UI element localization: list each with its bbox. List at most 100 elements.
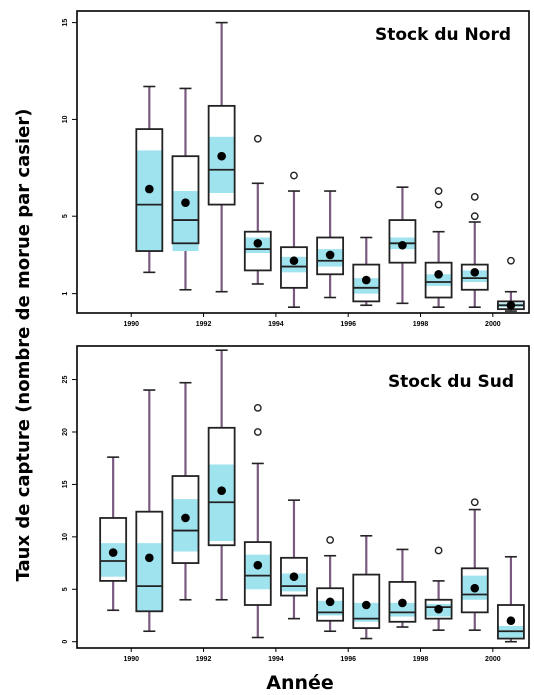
box-1989.5 [99, 456, 128, 612]
mean-dot [506, 300, 516, 310]
box-outline [497, 604, 525, 640]
mean-dot [398, 240, 407, 250]
box-1996.5 [352, 534, 381, 640]
box-outline [388, 581, 417, 623]
outlier-point [253, 134, 262, 143]
y-tick-label: 15 [62, 480, 69, 488]
box-1993.5 [243, 134, 272, 285]
mean-dot [434, 604, 443, 614]
box-1990.5 [135, 85, 164, 274]
box-1990.5 [135, 389, 164, 633]
x-tick-label: 1990 [123, 656, 139, 663]
plot-frame [76, 10, 530, 314]
box-outline [171, 155, 200, 245]
box-2000.5 [497, 256, 525, 312]
panel-title: Stock du Nord [375, 25, 511, 45]
box-outline [207, 426, 236, 547]
box-outline [135, 128, 164, 252]
y-tick-label: 10 [62, 533, 69, 541]
mean-dot [361, 275, 371, 285]
box-1994.5 [280, 171, 308, 308]
confidence-band [208, 136, 235, 193]
box-1991.5 [171, 381, 200, 601]
y-tick-label: 20 [62, 428, 69, 436]
outlier-point [470, 192, 479, 201]
outlier-point [434, 546, 443, 555]
box-1999.5 [460, 192, 489, 308]
x-tick-label: 1992 [196, 321, 212, 328]
x-tick-label: 1998 [413, 656, 429, 663]
box-1991.5 [171, 87, 200, 291]
confidence-band [353, 602, 380, 622]
box-1995.5 [316, 190, 345, 299]
box-outline [280, 246, 308, 289]
x-tick-label: 2000 [485, 656, 501, 663]
mean-dot [181, 513, 190, 523]
outlier-point [253, 428, 262, 436]
confidence-band [100, 543, 127, 577]
box-outline [243, 230, 272, 272]
box-1993.5 [243, 403, 272, 639]
box-1992.5 [207, 349, 236, 601]
box-outline [316, 587, 345, 622]
mean-dot [108, 548, 118, 557]
panel-title: Stock du Sud [388, 372, 514, 392]
mean-dot [325, 250, 335, 260]
panel-stock-sud: Stock du Sud 0 5 10 15 20 25 1990 1992 1994 1996 1… [62, 345, 530, 663]
mean-dot [398, 598, 407, 608]
y-tick-label: 5 [62, 214, 69, 218]
box-1997.5 [388, 548, 417, 628]
box-1997.5 [388, 186, 417, 305]
box-1998.5 [424, 187, 453, 308]
mean-dot [506, 616, 516, 626]
box-1996.5 [352, 236, 381, 307]
outlier-point [470, 212, 479, 221]
mean-dot [181, 198, 190, 207]
outlier-point [326, 536, 335, 544]
box-outline [171, 475, 200, 564]
x-axis-label: Année [266, 672, 334, 694]
y-tick-label: 25 [62, 376, 69, 384]
box-outline [280, 556, 308, 597]
mean-dot [325, 597, 335, 607]
confidence-band [244, 554, 271, 590]
mean-dot [470, 583, 480, 593]
mean-dot [217, 486, 226, 496]
mean-dot [470, 268, 480, 277]
x-tick-label: 1998 [413, 321, 429, 328]
box-outline [460, 567, 489, 614]
confidence-band [136, 543, 163, 612]
x-tick-label: 1994 [268, 656, 284, 663]
x-tick-label: 1996 [340, 656, 356, 663]
box-1995.5 [316, 536, 345, 633]
outlier-point [253, 403, 262, 412]
outlier-point [434, 187, 443, 195]
confidence-band [172, 499, 199, 552]
mean-dot [145, 553, 154, 563]
y-tick-label: 10 [62, 115, 69, 123]
y-tick-label: 5 [62, 587, 69, 591]
outlier-point [507, 256, 515, 265]
box-outline [460, 263, 489, 291]
mean-dot [253, 239, 263, 248]
box-outline [207, 104, 236, 206]
x-tick-label: 1994 [268, 321, 284, 328]
box-1999.5 [460, 498, 489, 631]
mean-dot [434, 269, 443, 279]
box-2000.5 [497, 555, 525, 643]
box-outline [243, 541, 272, 606]
x-tick-label: 1996 [340, 321, 356, 328]
confidence-band [425, 274, 452, 286]
mean-dot [253, 560, 263, 570]
outlier-point [290, 171, 298, 180]
box-1994.5 [280, 499, 308, 620]
box-1998.5 [424, 546, 453, 631]
box-outline [99, 517, 128, 582]
x-tick-label: 2000 [485, 321, 501, 328]
box-outline [135, 510, 164, 613]
mean-dot [289, 256, 299, 266]
y-axis-label: Taux de capture (nombre de morue par cas… [13, 109, 34, 582]
x-tick-label: 1990 [123, 321, 139, 328]
